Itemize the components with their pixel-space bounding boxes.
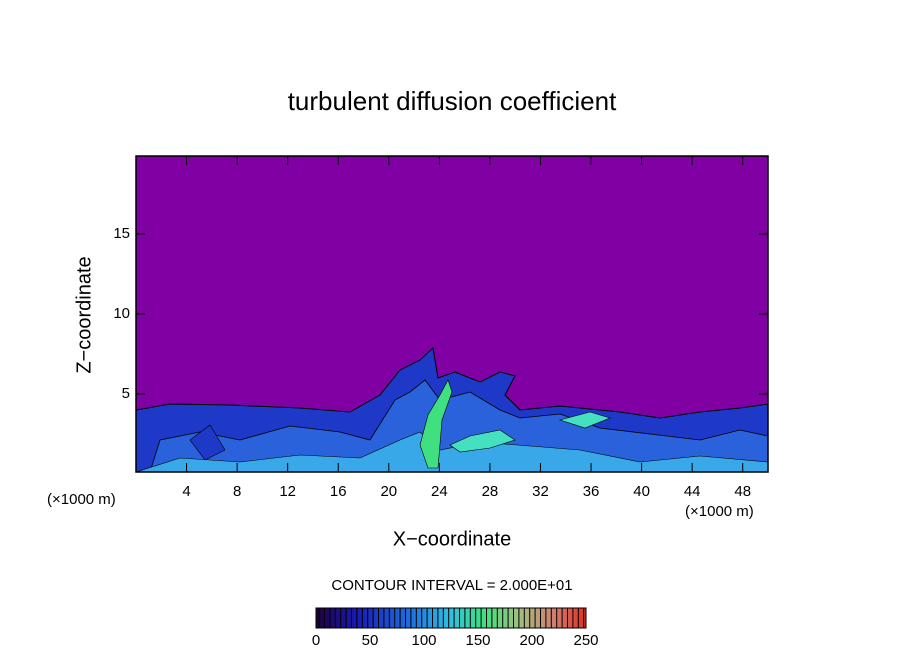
colorbar-tick-label: 0 [312, 632, 320, 649]
contour-field [136, 156, 768, 472]
x-tick-label: 8 [233, 483, 241, 500]
x-axis-label: X−coordinate [393, 528, 511, 550]
colorbar-lines [315, 607, 587, 629]
colorbar-tick-label: 250 [573, 632, 598, 649]
colorbar-tick-label: 50 [362, 632, 379, 649]
y-tick-label: 10 [113, 305, 130, 322]
y-tick-label: 15 [113, 225, 130, 242]
x-tick-label: 28 [482, 483, 499, 500]
x-tick-label: 12 [279, 483, 296, 500]
x-tick-label: 20 [380, 483, 397, 500]
x-tick-label: 36 [583, 483, 600, 500]
contour-interval: CONTOUR INTERVAL = 2.000E+01 [331, 577, 572, 594]
x-tick-label: 32 [532, 483, 549, 500]
colorbar-tick-label: 100 [411, 632, 436, 649]
y-axis-label: Z−coordinate [73, 256, 95, 373]
x-tick-label: 16 [330, 483, 347, 500]
x-tick-label: 44 [684, 483, 701, 500]
colorbar-tick-label: 150 [465, 632, 490, 649]
x-tick-label: 40 [633, 483, 650, 500]
x-tick-label: 4 [182, 483, 190, 500]
x-tick-label: 48 [734, 483, 751, 500]
chart-title: turbulent diffusion coefficient [288, 86, 617, 116]
colorbar-tick-label: 200 [519, 632, 544, 649]
x-unit-left: (×1000 m) [47, 491, 116, 508]
x-unit-right: (×1000 m) [685, 503, 754, 520]
x-tick-label: 24 [431, 483, 448, 500]
y-tick-label: 5 [122, 385, 130, 402]
